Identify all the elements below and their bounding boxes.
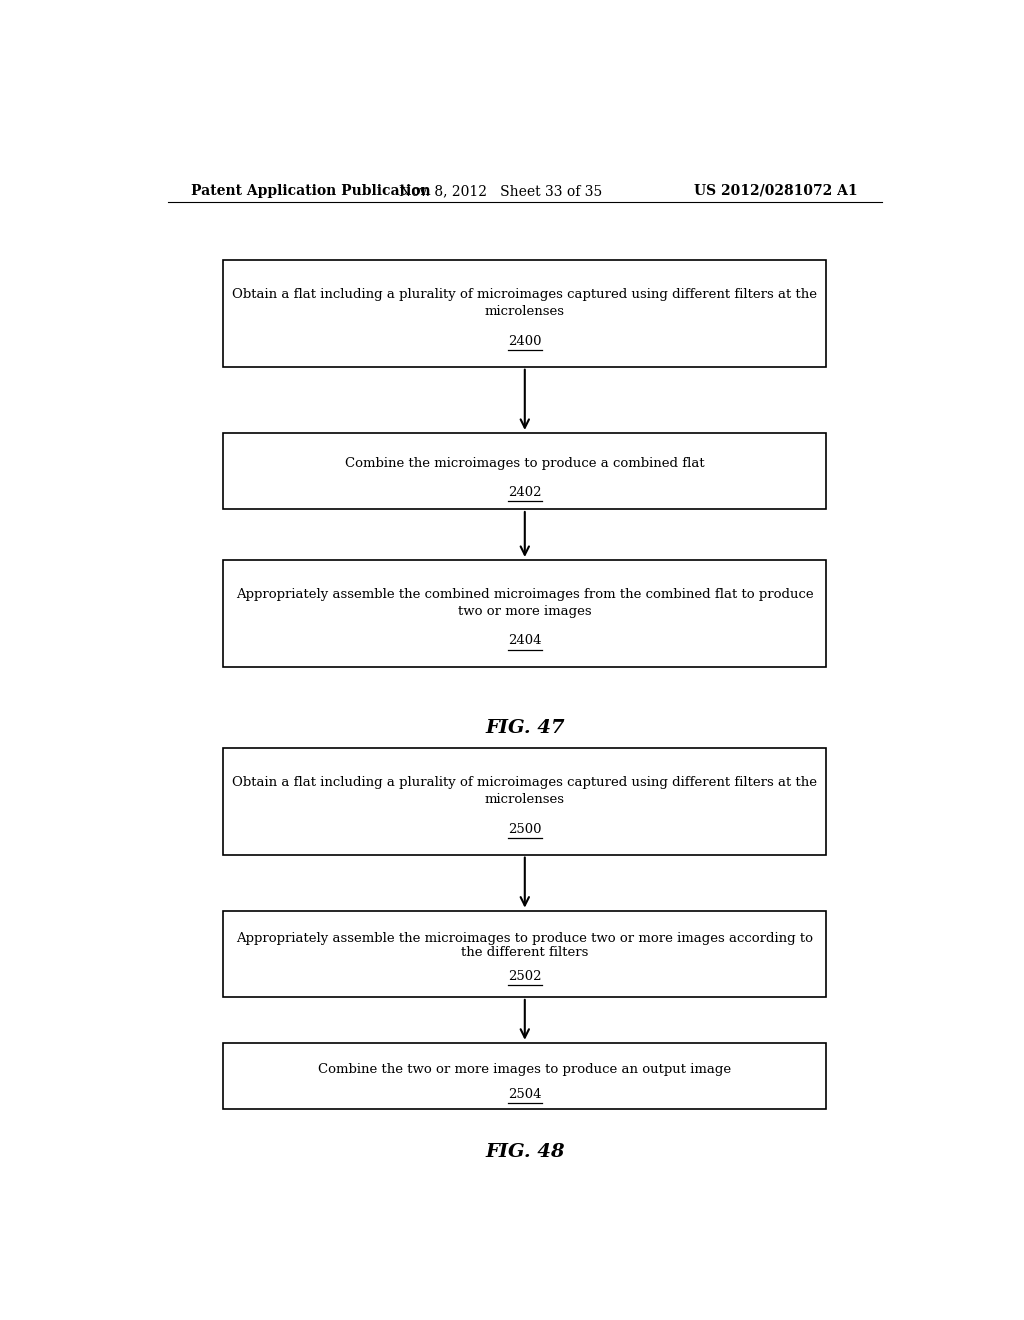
Text: Combine the two or more images to produce an output image: Combine the two or more images to produc… — [318, 1063, 731, 1076]
Text: FIG. 48: FIG. 48 — [485, 1143, 564, 1162]
Text: Patent Application Publication: Patent Application Publication — [191, 183, 431, 198]
Text: 2504: 2504 — [508, 1088, 542, 1101]
Text: microlenses: microlenses — [484, 305, 565, 318]
FancyBboxPatch shape — [223, 560, 826, 667]
FancyBboxPatch shape — [223, 911, 826, 997]
Text: two or more images: two or more images — [458, 605, 592, 618]
Text: 2502: 2502 — [508, 970, 542, 982]
FancyBboxPatch shape — [223, 260, 826, 367]
FancyBboxPatch shape — [223, 1043, 826, 1109]
Text: Combine the microimages to produce a combined flat: Combine the microimages to produce a com… — [345, 457, 705, 470]
Text: 2400: 2400 — [508, 335, 542, 347]
Text: 2500: 2500 — [508, 822, 542, 836]
Text: Obtain a flat including a plurality of microimages captured using different filt: Obtain a flat including a plurality of m… — [232, 288, 817, 301]
Text: FIG. 47: FIG. 47 — [485, 718, 564, 737]
Text: Appropriately assemble the microimages to produce two or more images according t: Appropriately assemble the microimages t… — [237, 932, 813, 945]
Text: Nov. 8, 2012   Sheet 33 of 35: Nov. 8, 2012 Sheet 33 of 35 — [399, 183, 602, 198]
Text: Appropriately assemble the combined microimages from the combined flat to produc: Appropriately assemble the combined micr… — [236, 587, 814, 601]
FancyBboxPatch shape — [223, 748, 826, 854]
Text: 2404: 2404 — [508, 635, 542, 648]
Text: the different filters: the different filters — [461, 945, 589, 958]
FancyBboxPatch shape — [223, 433, 826, 510]
Text: 2402: 2402 — [508, 486, 542, 499]
Text: microlenses: microlenses — [484, 792, 565, 805]
Text: US 2012/0281072 A1: US 2012/0281072 A1 — [694, 183, 858, 198]
Text: Obtain a flat including a plurality of microimages captured using different filt: Obtain a flat including a plurality of m… — [232, 776, 817, 788]
